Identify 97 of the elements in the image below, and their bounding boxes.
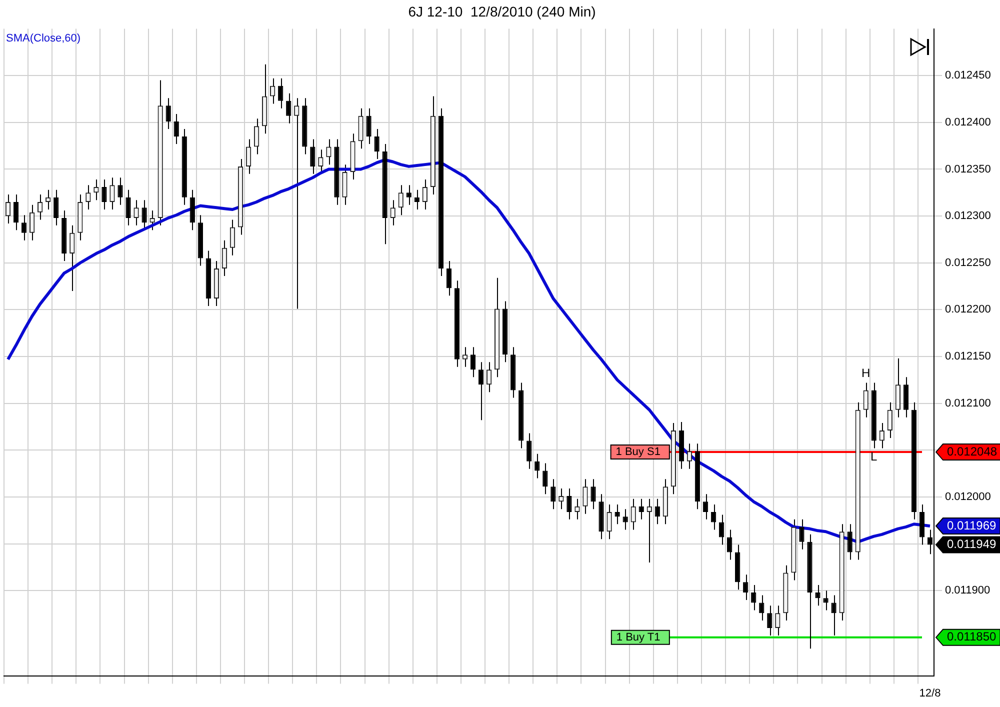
y-tick-label: 0.011900 (945, 584, 990, 597)
candlestick (126, 189, 131, 226)
candlestick (638, 498, 644, 520)
candlestick (134, 200, 139, 226)
candlestick (374, 128, 380, 160)
candlestick (775, 605, 780, 636)
annotation: L (870, 450, 878, 464)
text: 0.011850 (947, 630, 996, 644)
candlestick (767, 605, 772, 636)
candlestick (110, 177, 115, 210)
candlestick (566, 488, 572, 520)
candlestick (726, 529, 732, 560)
candlestick (895, 358, 900, 418)
candlestick (751, 584, 756, 611)
candlestick (486, 362, 492, 393)
candlestick (446, 260, 452, 296)
y-tick-label: 0.012000 (945, 490, 991, 503)
candlestick (863, 382, 868, 418)
chart-title: 6J 12-10 12/8/2010 (240 Min) (408, 3, 596, 20)
candlestick (702, 494, 708, 520)
candlestick (358, 108, 364, 150)
candlestick (550, 478, 556, 510)
candlestick (590, 478, 596, 510)
candlestick (13, 194, 19, 231)
candlestick (94, 179, 99, 201)
candlestick (254, 118, 260, 155)
y-tick-label: 0.012250 (945, 256, 991, 269)
candlestick (799, 518, 804, 550)
candlestick (646, 498, 652, 564)
candlestick (38, 194, 43, 220)
candlestick (815, 584, 820, 606)
y-tick-label: 0.012300 (945, 210, 991, 222)
candlestick (294, 98, 300, 310)
annotation: 0.011949 (947, 537, 996, 552)
candlestick (574, 498, 580, 520)
candlestick (118, 177, 123, 206)
y-tick-label: 0.012100 (945, 397, 991, 410)
candlestick (70, 224, 75, 292)
text: 0.012048 (947, 444, 998, 458)
candlestick (654, 498, 660, 525)
x-tick-label: 12/8 (919, 687, 941, 700)
candlestick (534, 453, 540, 479)
candlestick (710, 504, 716, 530)
candlestick (366, 108, 372, 144)
candlestick (879, 422, 884, 449)
candlestick (286, 92, 292, 124)
y-tick-label: 0.012150 (945, 350, 991, 363)
candlestick (310, 138, 316, 174)
candlestick (478, 362, 484, 421)
candlestick (174, 114, 179, 144)
candlestick (5, 194, 11, 224)
candlestick (718, 514, 724, 546)
candlestick (919, 504, 925, 546)
y-tick-label: 0.012450 (945, 70, 991, 82)
candlestick (462, 346, 468, 368)
candlestick (166, 98, 171, 130)
annotation: 0.011969 (947, 518, 996, 532)
candlestick (222, 240, 228, 276)
candlestick (422, 179, 428, 210)
candlestick (606, 504, 612, 540)
candlestick (398, 184, 404, 216)
candlestick (342, 164, 348, 206)
candlestick (54, 189, 59, 226)
candlestick (903, 376, 909, 418)
candlestick (102, 179, 107, 210)
candlestick (246, 138, 252, 174)
candlestick (831, 594, 836, 636)
candlestick (406, 184, 412, 206)
candlestick (230, 219, 236, 256)
ref-line-label: 1 Buy S1 (616, 446, 660, 458)
y-tick-label: 0.012200 (945, 304, 991, 316)
y-tick-label: 0.012400 (945, 116, 991, 128)
candlestick (887, 402, 892, 438)
annotation: H (862, 366, 870, 380)
text: SMA(Close,60) (6, 32, 81, 44)
candlestick (190, 189, 195, 231)
candlestick (390, 200, 396, 226)
candlestick (470, 346, 476, 378)
candlestick (270, 78, 276, 104)
candlestick (759, 594, 764, 622)
candlestick (526, 432, 532, 470)
candlestick (823, 590, 828, 611)
ref-line-label: 1 Buy T1 (616, 631, 660, 644)
candlestick (86, 184, 91, 210)
candlestick (21, 214, 27, 241)
candlestick (278, 78, 284, 109)
candlestick (326, 138, 332, 166)
candlestick (622, 508, 628, 530)
candlestick (582, 478, 588, 514)
candlestick (29, 204, 35, 241)
candlestick (743, 574, 748, 600)
candlestick (558, 488, 564, 510)
y-tick-label: 0.012350 (945, 163, 991, 176)
candlestick (847, 524, 852, 560)
candlestick (542, 462, 548, 495)
candlestick (630, 498, 636, 530)
candlestick (686, 443, 692, 470)
